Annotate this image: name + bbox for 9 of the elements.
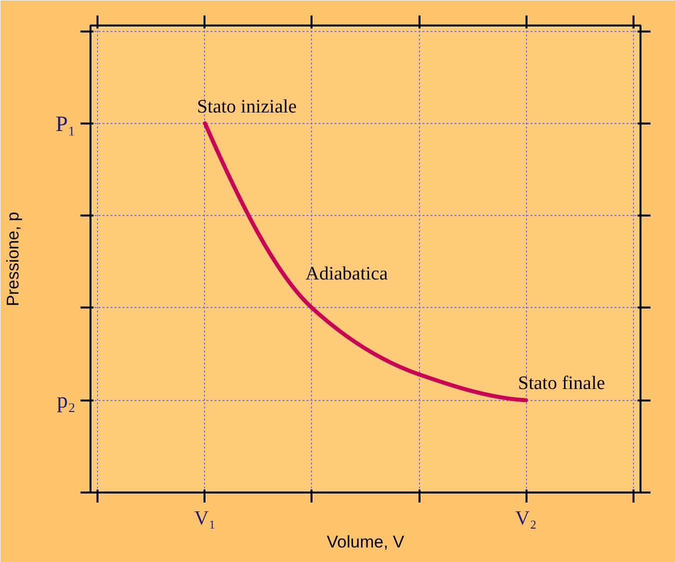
y-axis-title: Pressione, p (4, 212, 23, 306)
x-axis-title: Volume, V (326, 532, 405, 552)
annotation: Adiabatica (306, 264, 388, 284)
annotation: Stato iniziale (196, 96, 297, 118)
text: p₂ (56, 388, 76, 413)
x-tick-label: V₁ (194, 508, 216, 530)
x-tick-label: V₂ (515, 508, 537, 530)
annotation: Stato finale (518, 373, 606, 394)
text: P₁ (56, 110, 76, 136)
